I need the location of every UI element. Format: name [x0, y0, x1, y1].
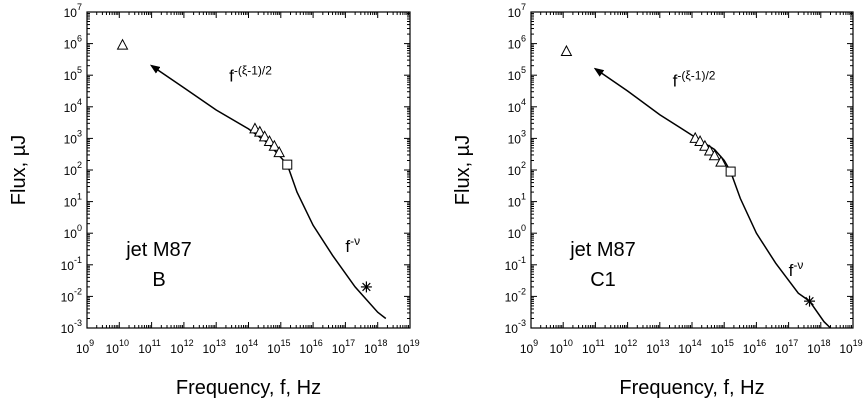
y-tick-label: 10-3 [505, 318, 526, 336]
slope-label-low: f-(ξ-1)/2 [229, 64, 272, 86]
y-tick-label: 103 [508, 128, 526, 146]
x-tick-label: 1018 [807, 338, 830, 356]
square-marker [282, 159, 293, 170]
slope-label-low: f-(ξ-1)/2 [673, 68, 716, 90]
x-tick-label: 1016 [299, 338, 322, 356]
x-tick-label: 1016 [743, 338, 766, 356]
panel-label-line: B [152, 269, 165, 291]
triangle-marker [560, 44, 573, 56]
y-tick-label: 105 [64, 65, 82, 83]
y-axis-label: Flux, µJ [8, 135, 30, 205]
triangle-marker [708, 149, 721, 161]
y-tick-label: 102 [508, 160, 526, 178]
triangle-marker [703, 144, 716, 156]
x-tick-label: 1017 [775, 338, 798, 356]
square-marker [725, 166, 736, 177]
asterisk-marker [360, 281, 372, 293]
x-tick-label: 1015 [267, 338, 290, 356]
x-tick-label: 1015 [711, 338, 734, 356]
y-tick-label: 100 [508, 223, 526, 241]
triangle-marker [258, 130, 271, 142]
panel-label-line: jet M87 [569, 239, 636, 261]
asterisk-marker [804, 295, 816, 307]
y-tick-label: 106 [508, 34, 526, 52]
x-axis-label: Frequency, f, Hz [619, 377, 764, 399]
y-tick-label: 104 [508, 97, 526, 115]
x-tick-label: 109 [76, 338, 94, 356]
x-tick-label: 109 [520, 338, 538, 356]
triangle-marker [699, 139, 711, 151]
x-tick-label: 1019 [839, 338, 862, 356]
y-tick-label: 103 [64, 128, 82, 146]
y-tick-label: 10-1 [61, 255, 82, 273]
x-tick-label: 1018 [364, 338, 387, 356]
x-tick-label: 1010 [550, 338, 573, 356]
plot-frame [530, 11, 854, 329]
x-tick-label: 1013 [203, 338, 226, 356]
y-tick-label: 101 [508, 192, 526, 210]
x-tick-label: 1010 [106, 338, 129, 356]
slope-label-high: f-ν [789, 258, 804, 280]
chart-panel-right: 109 1010 1011 1012 1013 1014 1015 1016 1017 1018 1… [452, 2, 863, 399]
x-tick-label: 1011 [138, 338, 161, 356]
x-tick-label: 1013 [646, 338, 669, 356]
model-curve [149, 64, 387, 320]
y-tick-label: 105 [508, 65, 526, 83]
x-tick-label: 1014 [235, 338, 258, 356]
triangle-marker [263, 134, 276, 147]
panel-label-line: jet M87 [125, 239, 192, 261]
plot-frame [86, 11, 411, 329]
y-tick-label: 101 [64, 192, 82, 210]
triangle-marker [715, 155, 727, 167]
triangle-marker [253, 125, 266, 137]
triangle-marker [694, 134, 706, 147]
slope-label-high: f-ν [345, 234, 360, 256]
x-tick-label: 1011 [582, 338, 605, 356]
y-tick-label: 10-3 [61, 318, 82, 336]
x-axis-label: Frequency, f, Hz [176, 377, 321, 399]
triangle-marker [268, 139, 281, 151]
y-tick-label: 106 [64, 34, 82, 52]
y-tick-label: 107 [508, 2, 526, 20]
x-tick-label: 1014 [678, 338, 701, 356]
x-tick-label: 1019 [396, 338, 419, 356]
model-curve [593, 67, 832, 329]
x-tick-label: 1012 [614, 338, 637, 356]
y-tick-label: 10-2 [505, 286, 526, 304]
x-tick-label: 1012 [170, 338, 193, 356]
y-tick-label: 10-1 [505, 255, 526, 273]
triangle-marker [116, 38, 129, 50]
chart-panel-left: 109 1010 1011 1012 1013 1014 1015 1016 1017 1018 1… [8, 2, 420, 399]
x-tick-label: 1017 [332, 338, 355, 356]
panel-label-line: C1 [590, 269, 616, 291]
y-tick-label: 104 [64, 97, 82, 115]
y-tick-label: 100 [64, 223, 82, 241]
y-axis-label: Flux, µJ [452, 135, 474, 205]
y-tick-label: 10-2 [61, 286, 82, 304]
y-tick-label: 102 [64, 160, 82, 178]
triangle-marker [273, 146, 286, 158]
y-tick-label: 107 [64, 2, 82, 20]
